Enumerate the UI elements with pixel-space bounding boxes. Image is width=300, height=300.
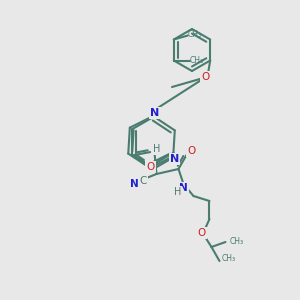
Text: CH₃: CH₃: [221, 254, 236, 263]
Text: N: N: [179, 183, 188, 193]
Text: H: H: [153, 144, 160, 154]
Text: C: C: [140, 176, 147, 186]
Text: N: N: [130, 179, 139, 189]
Text: O: O: [188, 146, 196, 156]
Text: CH₃: CH₃: [188, 30, 202, 39]
Text: N: N: [150, 108, 160, 118]
Text: H: H: [174, 187, 181, 197]
Text: O: O: [197, 228, 206, 238]
Text: N: N: [170, 154, 179, 164]
Text: O: O: [146, 162, 154, 172]
Text: CH₃: CH₃: [190, 56, 204, 65]
Text: O: O: [201, 73, 209, 82]
Text: CH₃: CH₃: [230, 238, 244, 247]
